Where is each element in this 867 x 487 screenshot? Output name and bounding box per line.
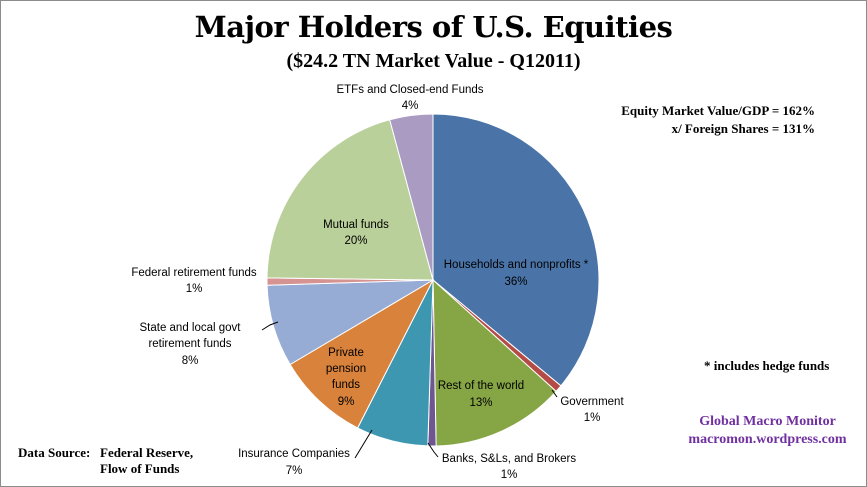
label-etfs-pct: 4% bbox=[402, 100, 419, 112]
label-banks-name: Banks, S&Ls, and Brokers bbox=[442, 453, 576, 465]
label-rest-of-world-name: Rest of the world bbox=[438, 380, 524, 392]
data-source-line-1: Federal Reserve, bbox=[100, 445, 194, 460]
label-state-local-line-1: State and local govt bbox=[139, 322, 241, 334]
data-source-label: Data Source: bbox=[18, 445, 91, 460]
label-households-name: Households and nonprofits * bbox=[444, 259, 589, 271]
label-state-local-line-2: retirement funds bbox=[148, 338, 231, 350]
label-state-local-pct: 8% bbox=[182, 355, 199, 367]
label-mutual-funds-pct: 20% bbox=[344, 235, 367, 247]
label-federal-retirement-name: Federal retirement funds bbox=[131, 267, 257, 279]
insurance-leader-line bbox=[354, 429, 373, 459]
pie-slice-mutual-funds bbox=[266, 119, 434, 281]
label-insurance-name: Insurance Companies bbox=[238, 448, 350, 460]
pie-slices bbox=[266, 113, 600, 447]
chart-title: Major Holders of U.S. Equities bbox=[194, 10, 673, 44]
label-government-name: Government bbox=[560, 396, 624, 408]
chart-subtitle: ($24.2 TN Market Value - Q12011) bbox=[286, 50, 581, 72]
label-households-pct: 36% bbox=[504, 276, 527, 288]
brand-name: Global Macro Monitor bbox=[699, 414, 836, 429]
foreign-shares-ratio: x/ Foreign Shares = 131% bbox=[671, 121, 815, 136]
label-etfs-name: ETFs and Closed-end Funds bbox=[336, 84, 483, 96]
government-leader-line bbox=[551, 389, 558, 398]
pie-slice-households-and-nonprofits bbox=[432, 113, 600, 387]
label-federal-retirement-pct: 1% bbox=[186, 283, 203, 295]
hedge-funds-note: * includes hedge funds bbox=[704, 358, 830, 373]
label-banks-pct: 1% bbox=[501, 469, 518, 481]
label-private-pension-line-3: funds bbox=[332, 379, 360, 391]
label-private-pension-line-1: Private bbox=[328, 347, 364, 359]
data-source-line-2: Flow of Funds bbox=[100, 461, 180, 476]
pie-slice-private-pension-funds bbox=[289, 278, 435, 429]
label-private-pension-line-2: pension bbox=[326, 363, 366, 375]
label-insurance-pct: 7% bbox=[286, 465, 303, 477]
pie-slice-etfs-and-closed-end-funds bbox=[389, 113, 434, 281]
label-mutual-funds-name: Mutual funds bbox=[323, 219, 389, 231]
state-local-leader-line bbox=[261, 321, 279, 331]
brand-url[interactable]: macromon.wordpress.com bbox=[688, 432, 847, 447]
label-government-pct: 1% bbox=[584, 412, 601, 424]
label-private-pension-pct: 9% bbox=[338, 396, 355, 408]
label-rest-of-world-pct: 13% bbox=[469, 397, 492, 409]
market-value-gdp-ratio: Equity Market Value/GDP = 162% bbox=[621, 103, 815, 118]
banks-leader-line bbox=[427, 442, 439, 458]
pie-slice-rest-of-the-world bbox=[432, 278, 557, 447]
